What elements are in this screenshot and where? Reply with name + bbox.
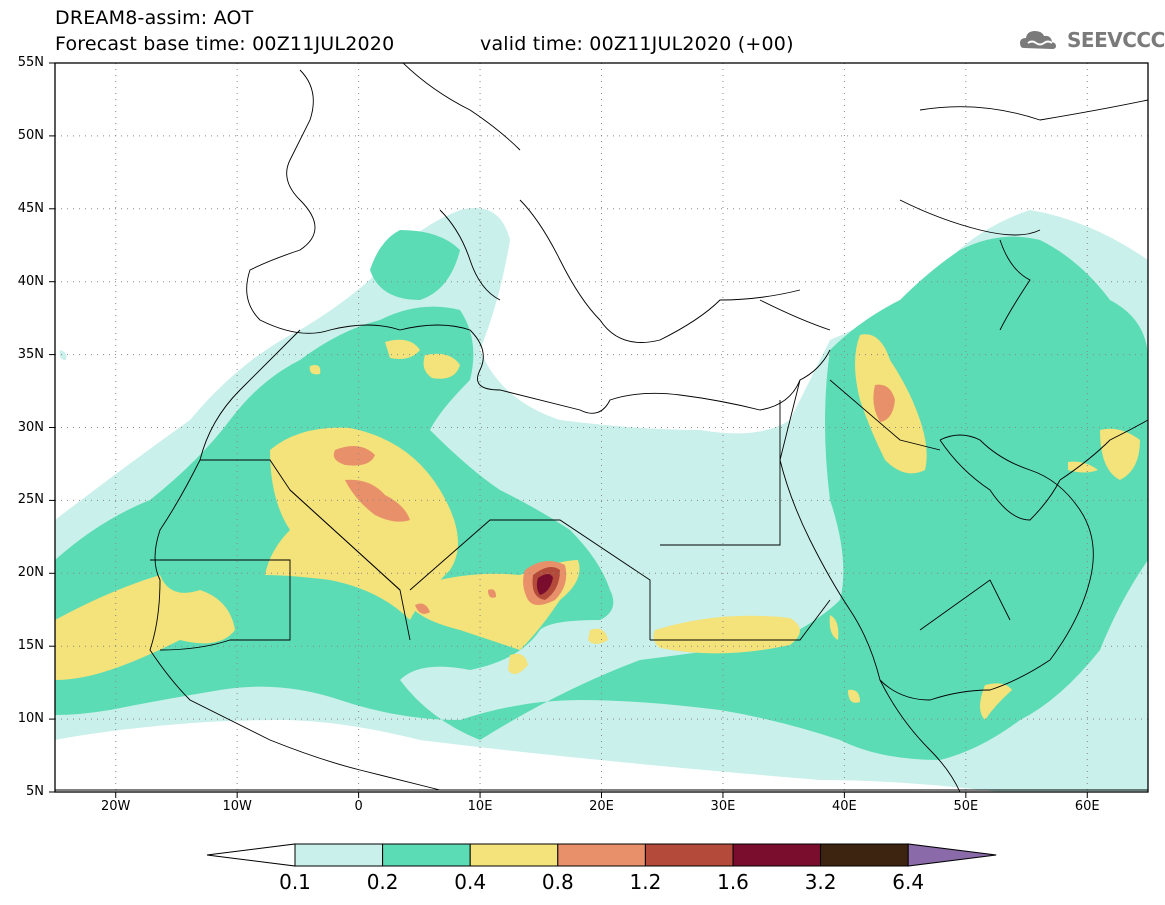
- lat-tick-label: 50N: [17, 127, 44, 143]
- colorbar-level-label: 6.4: [892, 870, 925, 894]
- coastlines: [55, 63, 1148, 792]
- lat-tick-label: 30N: [17, 419, 44, 435]
- colorbar-segment: [382, 843, 471, 867]
- colorbar-under-triangle: [206, 843, 296, 867]
- lat-tick-label: 10N: [17, 711, 44, 727]
- chart-title: DREAM8-assim: AOT: [55, 7, 254, 29]
- lon-tick-label: 10W: [222, 799, 252, 814]
- colorbar-segment: [294, 843, 384, 867]
- colorbar-level-label: 0.1: [279, 870, 311, 894]
- forecast-base-time: Forecast base time: 00Z11JUL2020: [55, 33, 395, 55]
- cloud-icon: [1020, 31, 1056, 49]
- colorbar-level-label: 0.8: [541, 870, 574, 894]
- lat-tick-label: 15N: [17, 638, 44, 654]
- lon-tick-label: 20W: [101, 799, 131, 814]
- colorbar-level-label: 0.4: [454, 870, 487, 894]
- lon-tick-label: 20E: [589, 799, 614, 814]
- axis-ticks: [49, 62, 1088, 798]
- lon-tick-label: 10E: [467, 799, 493, 814]
- colorbar-segment: [820, 843, 909, 867]
- aot-field: [55, 208, 1148, 792]
- lon-tick-label: 0: [354, 799, 363, 814]
- lat-tick-label: 35N: [17, 346, 44, 362]
- lon-tick-label: 50E: [953, 799, 979, 814]
- lat-tick-label: 40N: [17, 273, 44, 289]
- valid-time: valid time: 00Z11JUL2020 (+00): [480, 33, 794, 55]
- lat-tick-label: 45N: [17, 200, 44, 216]
- colorbar-level-label: 0.2: [366, 870, 399, 894]
- colorbar-segment: [557, 843, 646, 867]
- logo-text: SEEVCCC: [1067, 28, 1165, 52]
- lat-tick-label: 20N: [17, 565, 44, 581]
- lat-tick-label: 55N: [17, 55, 44, 70]
- lat-tick-label: 5N: [26, 784, 44, 799]
- lon-tick-label: 40E: [831, 799, 857, 814]
- colorbar-level-label: 1.2: [629, 870, 662, 894]
- colorbar-level-label: 3.2: [804, 870, 837, 894]
- lon-tick-label: 30E: [710, 799, 736, 814]
- colorbar-segment: [732, 843, 822, 867]
- lat-tick-label: 25N: [17, 492, 44, 508]
- colorbar-level-label: 1.6: [717, 870, 749, 894]
- colorbar-over-triangle: [907, 843, 997, 867]
- lon-tick-label: 60E: [1074, 799, 1100, 814]
- colorbar-segment: [644, 843, 734, 867]
- lat-lon-grid: [55, 63, 1148, 792]
- colorbar-segment: [469, 843, 559, 867]
